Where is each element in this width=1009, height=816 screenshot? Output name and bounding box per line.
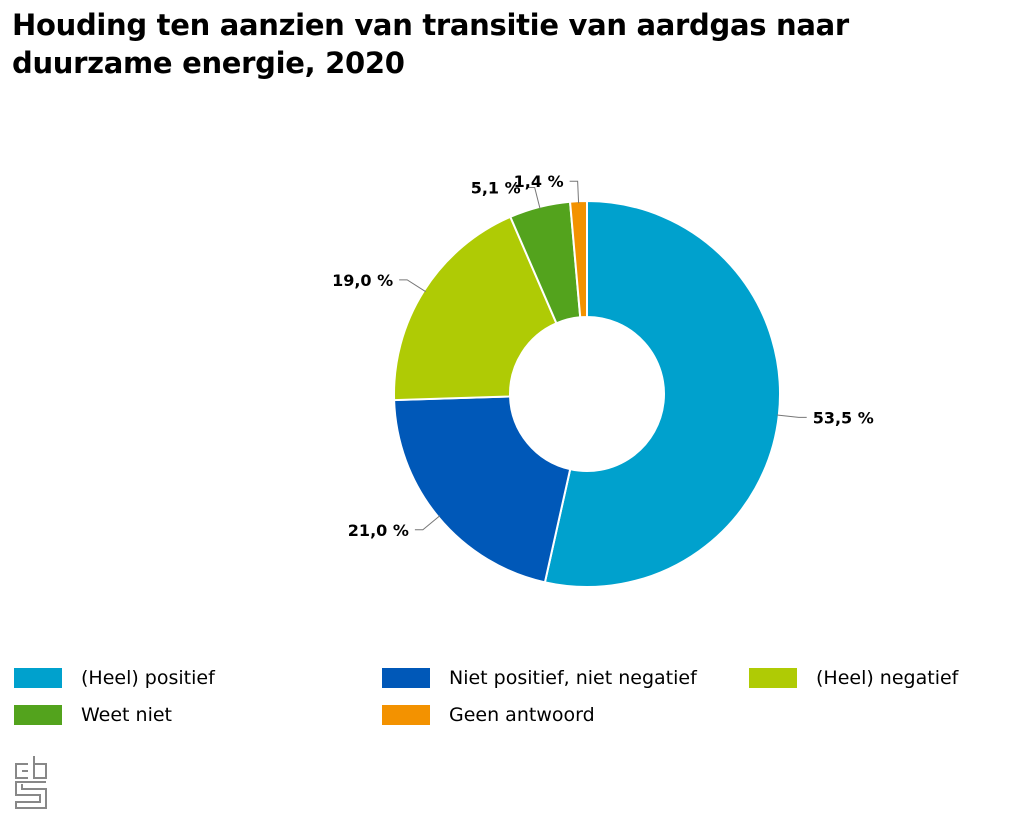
chart-title: Houding ten aanzien van transitie van aa… bbox=[12, 8, 849, 80]
data-label: 5,1 % bbox=[471, 179, 521, 198]
legend-swatch bbox=[382, 668, 430, 688]
donut-slice bbox=[543, 199, 781, 588]
legend-label: Geen antwoord bbox=[449, 704, 595, 726]
data-label: 19,0 % bbox=[332, 271, 393, 290]
legend-label: Weet niet bbox=[81, 704, 173, 726]
leader-line bbox=[399, 279, 427, 293]
legend-item-weet-niet: Weet niet bbox=[14, 704, 172, 726]
legend-label: (Heel) positief bbox=[81, 667, 215, 689]
donut-slice bbox=[568, 199, 588, 319]
donut-slice bbox=[393, 395, 572, 584]
leader-line bbox=[569, 180, 580, 204]
leader-line bbox=[414, 515, 441, 531]
legend-swatch bbox=[382, 705, 430, 725]
legend-swatch bbox=[14, 668, 62, 688]
leader-line bbox=[526, 187, 541, 209]
legend-label: (Heel) negatief bbox=[816, 667, 959, 689]
legend-item-positief: (Heel) positief bbox=[14, 667, 215, 689]
data-label: 1,4 % bbox=[514, 172, 564, 191]
legend-swatch bbox=[14, 705, 62, 725]
legend-label: Niet positief, niet negatief bbox=[449, 667, 697, 689]
legend-swatch bbox=[749, 668, 797, 688]
legend-item-geen-antwoord: Geen antwoord bbox=[382, 704, 595, 726]
cbs-logo bbox=[15, 756, 47, 809]
data-label: 53,5 % bbox=[813, 408, 874, 427]
data-label: 21,0 % bbox=[348, 521, 409, 540]
donut-slice bbox=[393, 215, 558, 402]
leader-line bbox=[776, 414, 807, 418]
legend-item-neutraal: Niet positief, niet negatief bbox=[382, 667, 697, 689]
legend-item-negatief: (Heel) negatief bbox=[749, 667, 958, 689]
